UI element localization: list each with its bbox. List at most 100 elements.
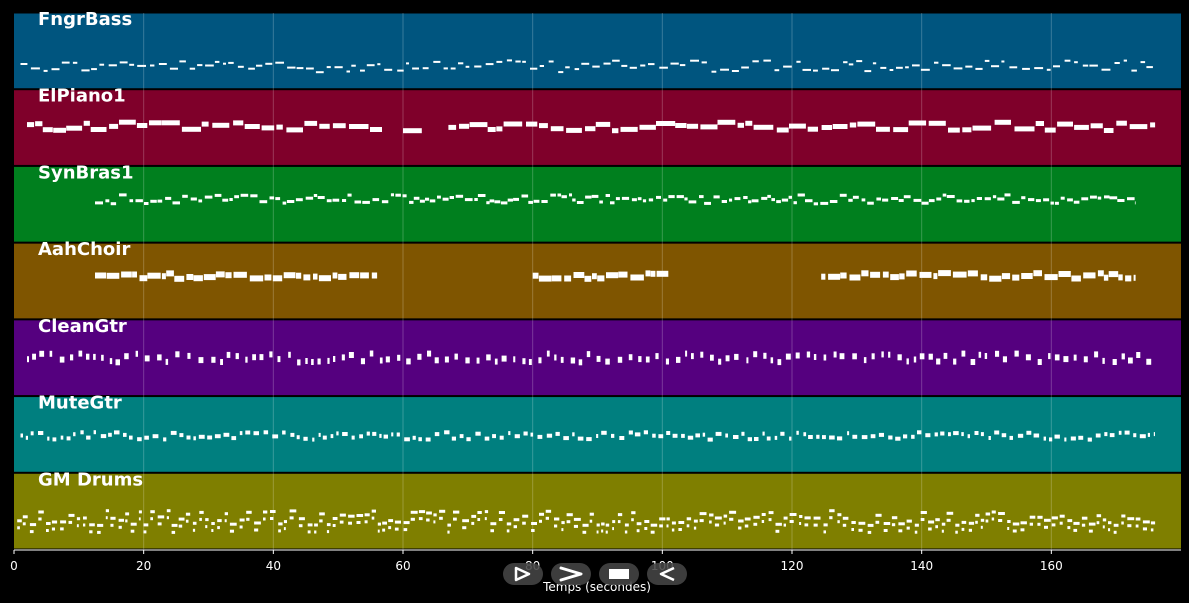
note — [212, 122, 230, 128]
note — [1102, 518, 1107, 522]
note — [656, 270, 669, 277]
note — [433, 513, 437, 517]
note — [1029, 515, 1036, 519]
note — [462, 526, 467, 530]
note — [638, 356, 642, 363]
note — [961, 527, 965, 531]
note — [1051, 516, 1058, 520]
note — [201, 121, 209, 127]
note — [458, 62, 464, 65]
note — [1035, 121, 1044, 126]
note — [68, 520, 73, 524]
note — [269, 351, 273, 358]
note — [307, 530, 311, 534]
note — [477, 511, 482, 514]
note — [636, 529, 640, 533]
note — [377, 63, 381, 66]
note — [856, 60, 863, 63]
note — [158, 63, 167, 65]
note — [119, 61, 128, 64]
note — [913, 356, 917, 363]
note — [451, 436, 456, 441]
note — [265, 62, 273, 65]
note — [326, 199, 332, 203]
note — [656, 195, 661, 199]
note — [171, 523, 178, 527]
note — [53, 127, 66, 133]
note — [1135, 517, 1141, 521]
note — [737, 122, 744, 128]
note — [898, 529, 903, 533]
note — [175, 351, 180, 358]
note — [114, 430, 120, 435]
note — [444, 430, 450, 435]
note — [731, 70, 739, 72]
note — [485, 63, 494, 66]
note — [671, 521, 676, 525]
note — [1073, 528, 1078, 532]
note — [327, 357, 330, 364]
note — [823, 530, 826, 534]
note — [775, 522, 782, 526]
note — [751, 199, 759, 203]
note — [891, 197, 899, 200]
note — [239, 525, 243, 529]
note — [789, 123, 806, 129]
note — [744, 517, 751, 521]
note — [720, 68, 729, 71]
play-alt-button[interactable] — [503, 563, 543, 585]
note — [867, 523, 874, 527]
note — [261, 125, 275, 131]
note — [1021, 273, 1033, 279]
note — [624, 523, 629, 527]
note — [246, 510, 252, 514]
note — [1129, 124, 1148, 130]
note — [433, 520, 436, 524]
note — [304, 120, 318, 126]
note — [1001, 433, 1007, 438]
note — [450, 67, 456, 70]
note — [426, 518, 430, 522]
note — [366, 64, 375, 67]
note — [348, 514, 355, 518]
note — [1073, 521, 1080, 525]
note — [606, 272, 619, 279]
note — [881, 351, 884, 358]
note — [1095, 433, 1101, 438]
note — [303, 436, 308, 441]
note — [433, 60, 441, 63]
note — [224, 519, 227, 523]
note — [837, 513, 842, 517]
note — [671, 528, 675, 532]
note — [1044, 518, 1051, 522]
note — [394, 527, 399, 531]
note — [538, 357, 542, 364]
note — [204, 195, 213, 199]
note — [636, 522, 642, 526]
note — [317, 196, 325, 199]
note — [631, 518, 634, 522]
note — [448, 124, 457, 130]
note — [224, 512, 228, 516]
note — [119, 193, 127, 197]
stop-button[interactable] — [599, 563, 639, 585]
note — [364, 513, 370, 517]
note — [434, 357, 439, 364]
note — [351, 64, 356, 67]
note — [554, 517, 560, 521]
note — [1009, 435, 1013, 440]
note — [797, 193, 805, 197]
note — [867, 201, 874, 205]
note — [370, 127, 382, 132]
note — [499, 435, 504, 440]
forward-button[interactable] — [551, 563, 591, 585]
note — [1127, 197, 1135, 201]
rewind-button[interactable] — [647, 563, 687, 585]
note — [1109, 433, 1115, 438]
note — [852, 353, 857, 360]
note — [237, 65, 244, 68]
note — [360, 69, 365, 72]
note — [211, 522, 215, 525]
note — [975, 520, 978, 524]
note — [876, 126, 890, 132]
